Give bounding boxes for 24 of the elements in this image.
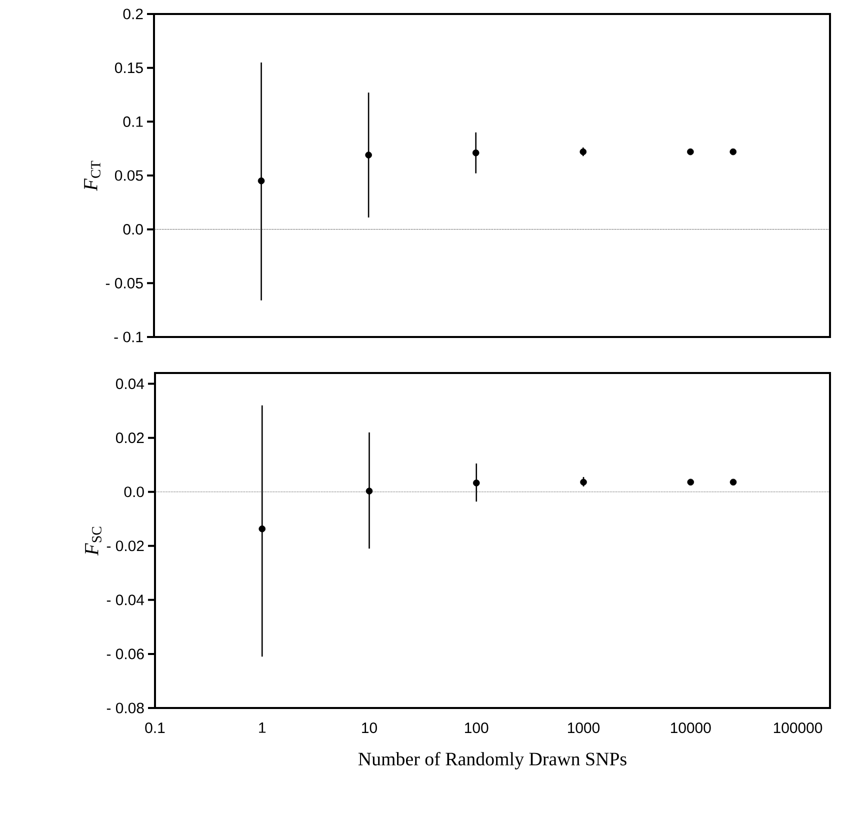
- y-tick-label: 0.02: [116, 432, 144, 444]
- y-tick-label: - 0.05: [106, 278, 143, 288]
- x-tick-label: 10000: [670, 722, 711, 734]
- x-tick-label: 100000: [774, 722, 822, 734]
- x-tick-label: 1: [259, 722, 266, 733]
- y-tick-label: 0.0: [123, 224, 143, 235]
- y-tick-label: 0.1: [123, 116, 143, 127]
- y-tick-label: - 0.08: [106, 702, 144, 714]
- x-tick-label: 10: [362, 722, 377, 734]
- y-axis-title: F$_{SC}$: [85, 526, 102, 556]
- y-tick-label: 0.2: [123, 8, 143, 20]
- y-tick-label: - 0.04: [106, 594, 144, 606]
- x-tick-label: 0.1: [145, 722, 165, 734]
- x-tick-label: 100: [465, 722, 488, 734]
- y-axis-title: F$_{CT}$: [84, 160, 100, 191]
- y-tick-label: 0.04: [116, 378, 144, 390]
- y-tick-label: - 0.02: [106, 540, 144, 552]
- x-tick-label: 1000: [568, 722, 600, 734]
- y-tick-label: 0.15: [114, 62, 143, 74]
- y-tick-label: - 0.06: [106, 648, 144, 660]
- y-tick-label: 0.0: [124, 486, 144, 498]
- x-axis-title: Number of Randomly Drawn SNPs: [358, 752, 626, 770]
- y-tick-label: 0.05: [114, 170, 143, 181]
- y-tick-label: - 0.1: [114, 332, 143, 342]
